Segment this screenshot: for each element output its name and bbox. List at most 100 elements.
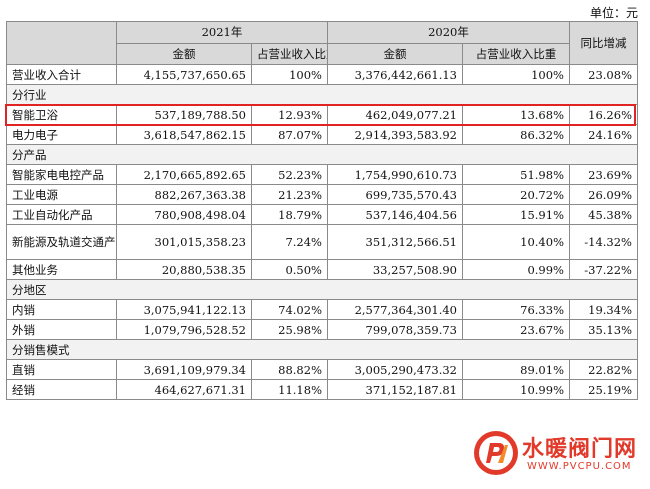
amount-2021: 2,170,665,892.65 bbox=[116, 164, 252, 185]
watermark-url: WWW.PVCPU.COM bbox=[527, 461, 632, 472]
ratio-2021: 21.23% bbox=[251, 184, 328, 205]
yoy-change: 23.69% bbox=[569, 164, 638, 185]
row-label: 直销 bbox=[6, 359, 117, 380]
table-row: 内销 3,075,941,122.13 74.02% 2,577,364,301.40… bbox=[6, 299, 638, 320]
ratio-2020: 23.67% bbox=[462, 319, 570, 340]
row-label: 外销 bbox=[6, 319, 117, 340]
header-amount-2021: 金额 bbox=[116, 42, 252, 65]
yoy-change: -37.22% bbox=[569, 259, 638, 280]
unit-label: 单位：元 bbox=[589, 6, 638, 20]
amount-2020: 462,049,077.21 bbox=[327, 104, 463, 125]
amount-2021: 3,691,109,979.34 bbox=[116, 359, 252, 380]
row-label: 新能源及轨道交通产品 bbox=[6, 224, 117, 260]
section-label: 分行业 bbox=[6, 84, 638, 105]
ratio-2021: 25.98% bbox=[251, 319, 328, 340]
row-label: 智能家电电控产品 bbox=[6, 164, 117, 185]
amount-2020: 699,735,570.43 bbox=[327, 184, 463, 205]
header-row-metrics: 金额 占营业收入比重 金额 占营业收入比重 bbox=[7, 42, 638, 65]
amount-2020: 537,146,404.56 bbox=[327, 204, 463, 225]
amount-2020: 33,257,508.90 bbox=[327, 259, 463, 280]
table-row: 工业电源 882,267,363.38 21.23% 699,735,570.43 20… bbox=[6, 184, 638, 205]
amount-2020: 2,577,364,301.40 bbox=[327, 299, 463, 320]
row-label: 内销 bbox=[6, 299, 117, 320]
ratio-2021: 7.24% bbox=[251, 224, 328, 260]
table-row: 智能卫浴 537,189,788.50 12.93% 462,049,077.21 13… bbox=[6, 104, 638, 125]
table-row: 其他业务 20,880,538.35 0.50% 33,257,508.90 0.99%… bbox=[6, 259, 638, 280]
ratio-2020: 0.99% bbox=[462, 259, 570, 280]
watermark-title: 水暖阀门网 bbox=[522, 437, 638, 462]
ratio-2020: 20.72% bbox=[462, 184, 570, 205]
amount-2020: 371,152,187.81 bbox=[327, 379, 463, 400]
header-ratio-2021: 占营业收入比重 bbox=[251, 42, 328, 65]
section-label: 分销售模式 bbox=[6, 339, 638, 360]
amount-2020: 799,078,359.73 bbox=[327, 319, 463, 340]
row-label: 智能卫浴 bbox=[6, 104, 117, 125]
yoy-change: 23.08% bbox=[569, 64, 638, 85]
amount-2021: 301,015,358.23 bbox=[116, 224, 252, 260]
yoy-change: 25.19% bbox=[569, 379, 638, 400]
row-label: 工业自动化产品 bbox=[6, 204, 117, 225]
yoy-change: -14.32% bbox=[569, 224, 638, 260]
row-label: 电力电子 bbox=[6, 124, 117, 145]
table-row: 直销 3,691,109,979.34 88.82% 3,005,290,473.32… bbox=[6, 359, 638, 380]
row-label: 营业收入合计 bbox=[6, 64, 117, 85]
header-amount-2020: 金额 bbox=[327, 42, 463, 65]
amount-2021: 464,627,671.31 bbox=[116, 379, 252, 400]
yoy-change: 16.26% bbox=[569, 104, 638, 125]
yoy-change: 35.13% bbox=[569, 319, 638, 340]
header-yoy: 同比增减 bbox=[569, 21, 638, 65]
yoy-change: 22.82% bbox=[569, 359, 638, 380]
section-row: 分地区 bbox=[6, 279, 638, 300]
ratio-2021: 11.18% bbox=[251, 379, 328, 400]
amount-2020: 351,312,566.51 bbox=[327, 224, 463, 260]
amount-2021: 3,618,547,862.15 bbox=[116, 124, 252, 145]
table-row: 营业收入合计 4,155,737,650.65 100% 3,376,442,661.… bbox=[6, 64, 638, 85]
ratio-2020: 15.91% bbox=[462, 204, 570, 225]
table-row: 电力电子 3,618,547,862.15 87.07% 2,914,393,583.… bbox=[6, 124, 638, 145]
amount-2020: 2,914,393,583.92 bbox=[327, 124, 463, 145]
ratio-2020: 76.33% bbox=[462, 299, 570, 320]
ratio-2021: 18.79% bbox=[251, 204, 328, 225]
header-ratio-2020: 占营业收入比重 bbox=[462, 42, 570, 65]
ratio-2020: 89.01% bbox=[462, 359, 570, 380]
ratio-2020: 100% bbox=[462, 64, 570, 85]
section-label: 分地区 bbox=[6, 279, 638, 300]
ratio-2020: 51.98% bbox=[462, 164, 570, 185]
table-row: 工业自动化产品 780,908,498.04 18.79% 537,146,404.5… bbox=[6, 204, 638, 225]
amount-2021: 537,189,788.50 bbox=[116, 104, 252, 125]
table-row: 新能源及轨道交通产品 301,015,358.23 7.24% 351,312,566… bbox=[6, 224, 638, 260]
yoy-change: 19.34% bbox=[569, 299, 638, 320]
header-2020: 2020年 bbox=[327, 21, 570, 44]
ratio-2021: 88.82% bbox=[251, 359, 328, 380]
amount-2021: 4,155,737,650.65 bbox=[116, 64, 252, 85]
section-row: 分销售模式 bbox=[6, 339, 638, 360]
table-row: 外销 1,079,796,528.52 25.98% 799,078,359.73 23… bbox=[6, 319, 638, 340]
ratio-2020: 13.68% bbox=[462, 104, 570, 125]
row-label: 工业电源 bbox=[6, 184, 117, 205]
amount-2020: 3,005,290,473.32 bbox=[327, 359, 463, 380]
table-row: 智能家电电控产品 2,170,665,892.65 52.23% 1,754,990,… bbox=[6, 164, 638, 185]
header-blank-cell bbox=[6, 21, 117, 65]
watermark: 水暖阀门网 WWW.PVCPU.COM bbox=[472, 425, 642, 483]
yoy-change: 26.09% bbox=[569, 184, 638, 205]
table-row: 经销 464,627,671.31 11.18% 371,152,187.81 10.9… bbox=[6, 379, 638, 400]
ratio-2021: 100% bbox=[251, 64, 328, 85]
amount-2021: 1,079,796,528.52 bbox=[116, 319, 252, 340]
yoy-change: 24.16% bbox=[569, 124, 638, 145]
amount-2021: 3,075,941,122.13 bbox=[116, 299, 252, 320]
section-row: 分行业 bbox=[6, 84, 638, 105]
yoy-change: 45.38% bbox=[569, 204, 638, 225]
revenue-table: 2021年 2020年 同比增减 金额 占营业收入比重 金额 占营业收入比重 营… bbox=[6, 21, 638, 400]
header-2021: 2021年 bbox=[116, 21, 328, 44]
section-label: 分产品 bbox=[6, 144, 638, 165]
ratio-2021: 12.93% bbox=[251, 104, 328, 125]
ratio-2021: 87.07% bbox=[251, 124, 328, 145]
amount-2020: 3,376,442,661.13 bbox=[327, 64, 463, 85]
ratio-2021: 0.50% bbox=[251, 259, 328, 280]
ratio-2020: 86.32% bbox=[462, 124, 570, 145]
pv-logo-icon bbox=[474, 431, 518, 475]
ratio-2020: 10.40% bbox=[462, 224, 570, 260]
amount-2021: 780,908,498.04 bbox=[116, 204, 252, 225]
section-row: 分产品 bbox=[6, 144, 638, 165]
amount-2021: 20,880,538.35 bbox=[116, 259, 252, 280]
